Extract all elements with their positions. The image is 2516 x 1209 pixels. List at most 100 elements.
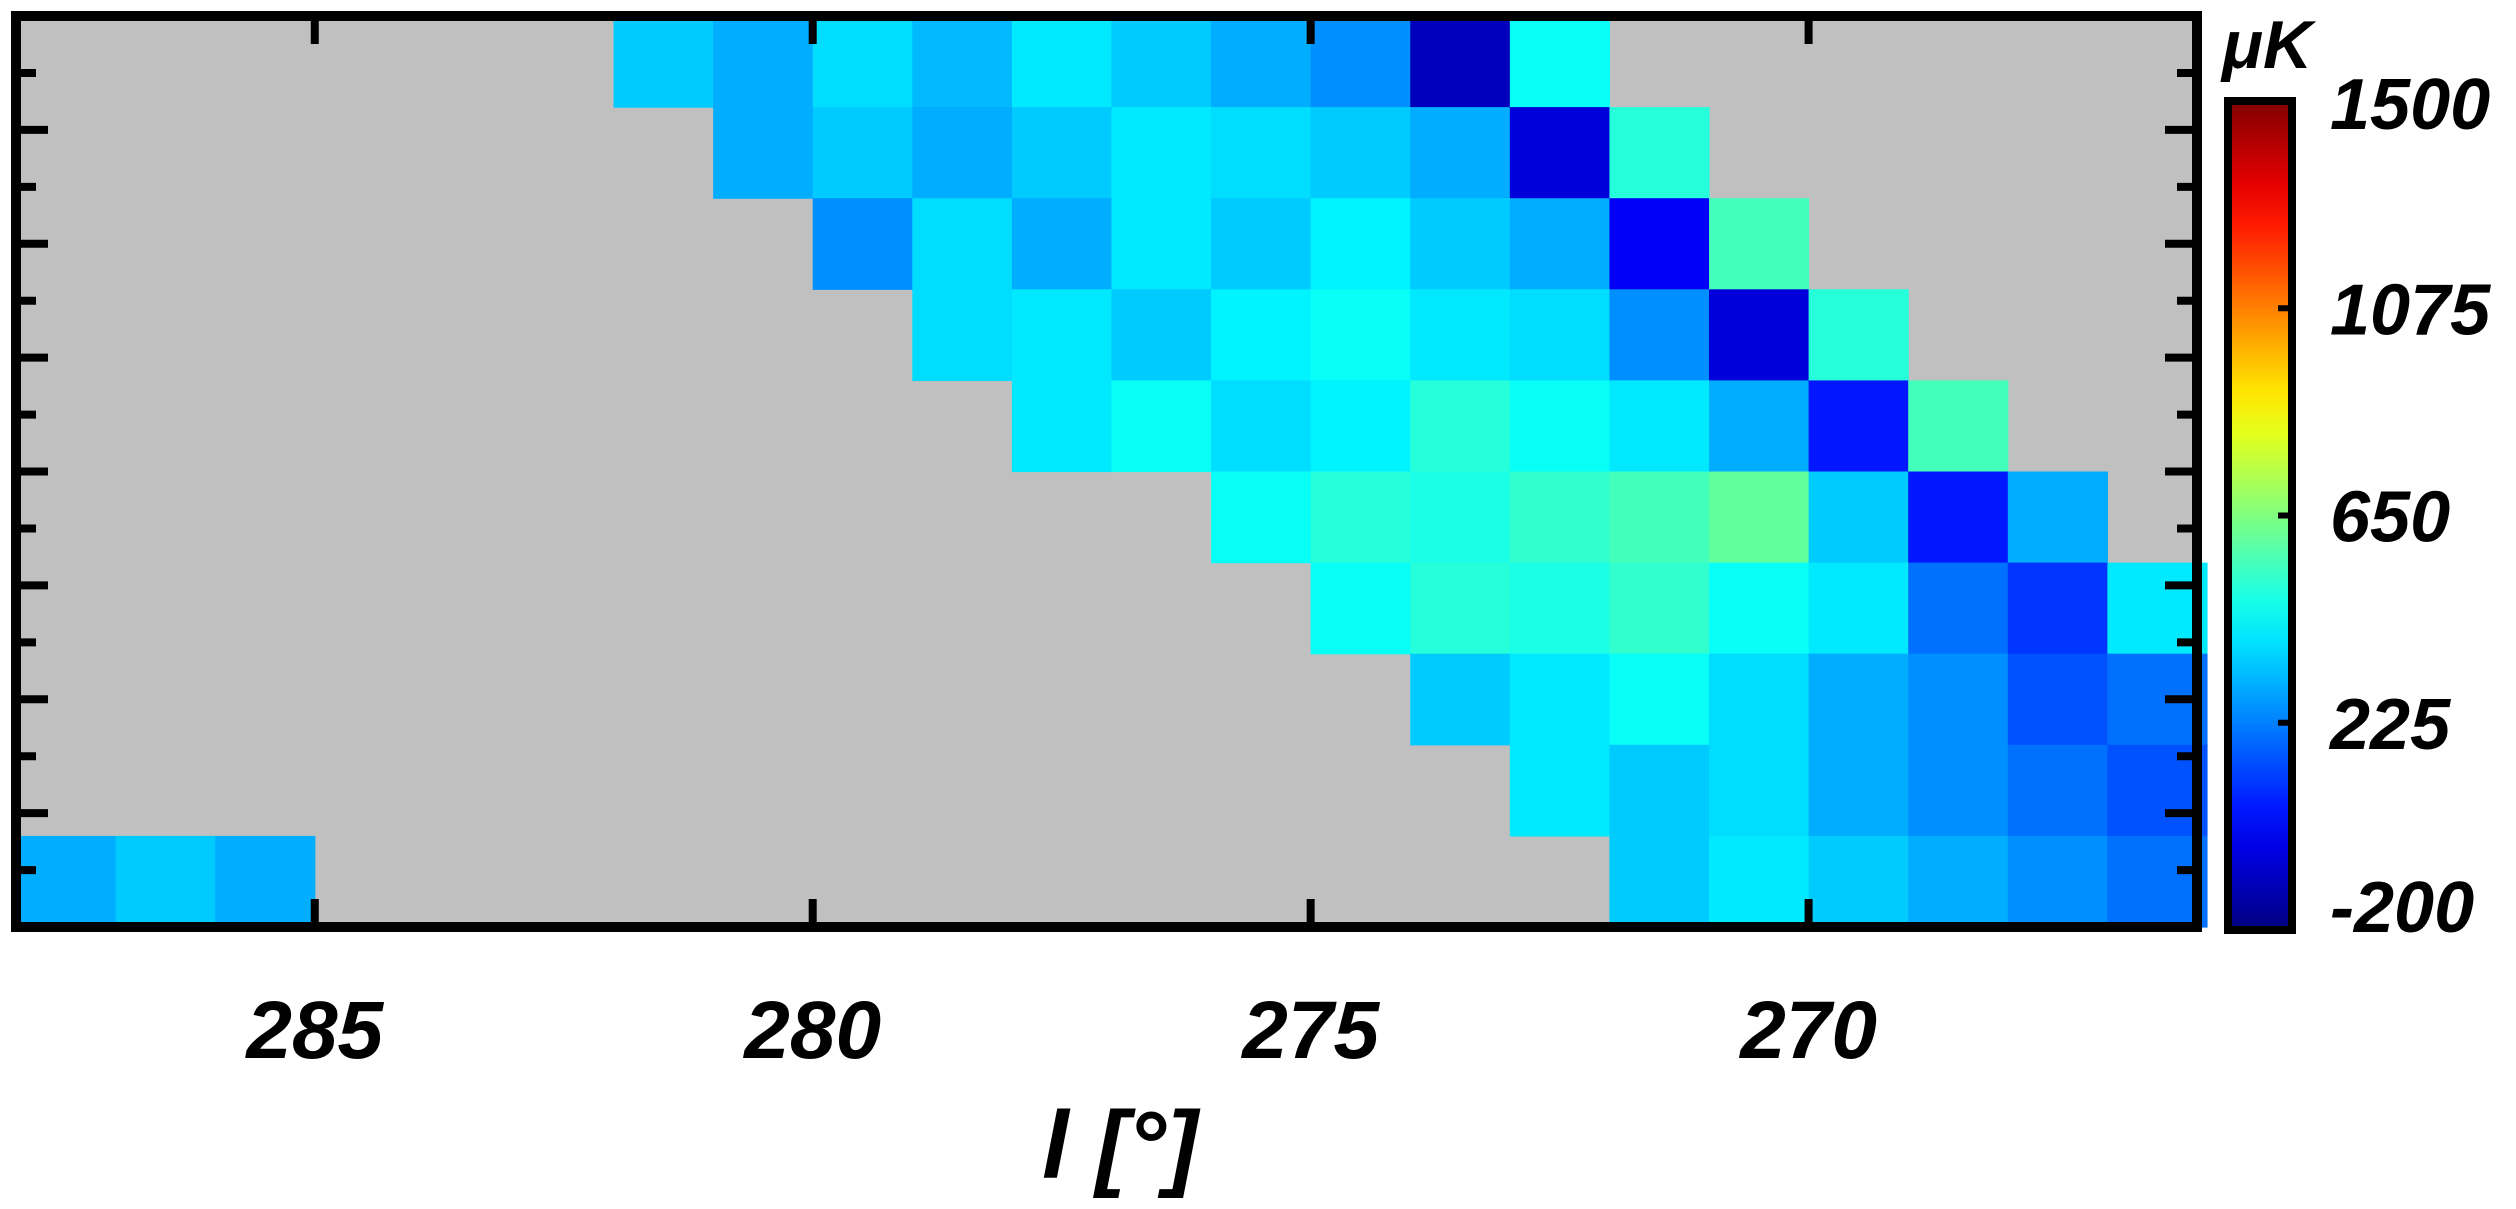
heatmap-cell: [2007, 562, 2108, 655]
heatmap-cell: [1908, 653, 2009, 746]
heatmap-cell: [1509, 107, 1611, 199]
heatmap-cell: [1509, 471, 1611, 564]
colorbar-label: μK: [2220, 7, 2317, 83]
heatmap-cell: [1111, 380, 1212, 473]
heatmap-cell: [16, 835, 117, 928]
heatmap-cell: [1808, 653, 1909, 746]
heatmap-cell: [1908, 380, 2009, 473]
heatmap-cell: [1310, 562, 1411, 655]
heatmap-cell: [1509, 744, 1611, 837]
heatmap-cell: [1310, 198, 1411, 290]
heatmap-cell: [1808, 380, 1909, 473]
heatmap-cell: [1808, 562, 1909, 655]
heatmap-cell: [812, 16, 913, 108]
heatmap-cell: [1509, 380, 1611, 473]
heatmap-cell: [1908, 562, 2009, 655]
colorbar-tick-label: 1500: [2330, 65, 2490, 145]
axes: 285 280 275 270: [16, 16, 2197, 1076]
heatmap-cell: [1410, 471, 1511, 564]
heatmap-cell: [1709, 744, 1810, 837]
heatmap-cell: [1908, 744, 2009, 837]
heatmap-cell: [2007, 835, 2108, 928]
heatmap-cell: [1410, 107, 1511, 199]
x-tick-label: 285: [244, 985, 384, 1076]
heatmap-cell: [1111, 289, 1212, 381]
heatmap-cell: [1509, 653, 1611, 746]
heatmap-cell: [1410, 653, 1511, 746]
heatmap-cell: [1709, 562, 1810, 655]
heatmap: [16, 16, 2208, 928]
heatmap-cell: [1609, 653, 1710, 746]
colorbar-tick-label: 225: [2328, 685, 2451, 765]
heatmap-cell: [1011, 107, 1113, 199]
heatmap-cell: [1808, 744, 1909, 837]
heatmap-cell: [713, 107, 814, 199]
heatmap-cell: [1709, 198, 1810, 290]
heatmap-cell: [912, 289, 1013, 381]
heatmap-cell: [1410, 289, 1511, 381]
heatmap-cell: [1211, 471, 1312, 564]
heatmap-cell: [2007, 744, 2108, 837]
heatmap-cell: [2107, 835, 2208, 928]
heatmap-cell: [1609, 380, 1710, 473]
heatmap-cell: [115, 835, 216, 928]
heatmap-cell: [2007, 653, 2108, 746]
heatmap-cell: [1709, 653, 1810, 746]
heatmap-cell: [1509, 198, 1611, 290]
heatmap-cell: [1709, 380, 1810, 473]
heatmap-cell: [812, 198, 913, 290]
heatmap-cell: [1310, 289, 1411, 381]
heatmap-cell: [1509, 16, 1611, 108]
heatmap-cell: [1011, 16, 1113, 108]
colorbar-tick-label: -200: [2330, 868, 2474, 948]
heatmap-cell: [1808, 289, 1909, 381]
heatmap-cell: [912, 16, 1013, 108]
heatmap-cell: [1211, 198, 1312, 290]
heatmap-cell: [1609, 289, 1710, 381]
x-tick-label: 275: [1240, 985, 1380, 1076]
colorbar-tick-label: 650: [2330, 478, 2450, 558]
heatmap-cell: [1609, 471, 1710, 564]
heatmap-cell: [1111, 16, 1212, 108]
heatmap-cell: [912, 198, 1013, 290]
heatmap-cell: [1211, 380, 1312, 473]
heatmap-cell: [1609, 562, 1710, 655]
x-tick-label: 270: [1738, 985, 1877, 1076]
heatmap-cell: [1609, 835, 1710, 928]
heatmap-cell: [1410, 16, 1511, 108]
heatmap-cell: [1211, 16, 1312, 108]
heatmap-cell: [1111, 198, 1212, 290]
heatmap-cell: [1609, 198, 1710, 290]
heatmap-cell: [1509, 289, 1611, 381]
heatmap-cell: [1709, 471, 1810, 564]
heatmap-cell: [1011, 380, 1113, 473]
heatmap-cell: [1509, 562, 1611, 655]
heatmap-cell: [1609, 107, 1710, 199]
heatmap-cell: [1011, 198, 1113, 290]
heatmap-cell: [1410, 562, 1511, 655]
heatmap-cell: [1111, 107, 1212, 199]
x-axis-label: l [°]: [1042, 1092, 1201, 1199]
heatmap-cell: [1410, 380, 1511, 473]
colorbar-tick-label: 1075: [2330, 270, 2491, 350]
heatmap-cell: [1908, 471, 2009, 564]
heatmap-cell: [1410, 198, 1511, 290]
heatmap-cell: [912, 107, 1013, 199]
heatmap-cell: [1211, 289, 1312, 381]
heatmap-cell: [1709, 835, 1810, 928]
heatmap-cell: [215, 835, 316, 928]
heatmap-cell: [1808, 471, 1909, 564]
heatmap-cell: [1310, 380, 1411, 473]
plot-frame: [11, 11, 2202, 932]
heatmap-cell: [713, 16, 814, 108]
heatmap-cell: [1310, 471, 1411, 564]
x-tick-label: 280: [742, 985, 881, 1076]
heatmap-cell: [613, 16, 714, 108]
heatmap-cell: [1211, 107, 1312, 199]
heatmap-cell: [1310, 16, 1411, 108]
heatmap-cell: [1908, 835, 2009, 928]
heatmap-cell: [812, 107, 913, 199]
heatmap-cell: [1808, 835, 1909, 928]
